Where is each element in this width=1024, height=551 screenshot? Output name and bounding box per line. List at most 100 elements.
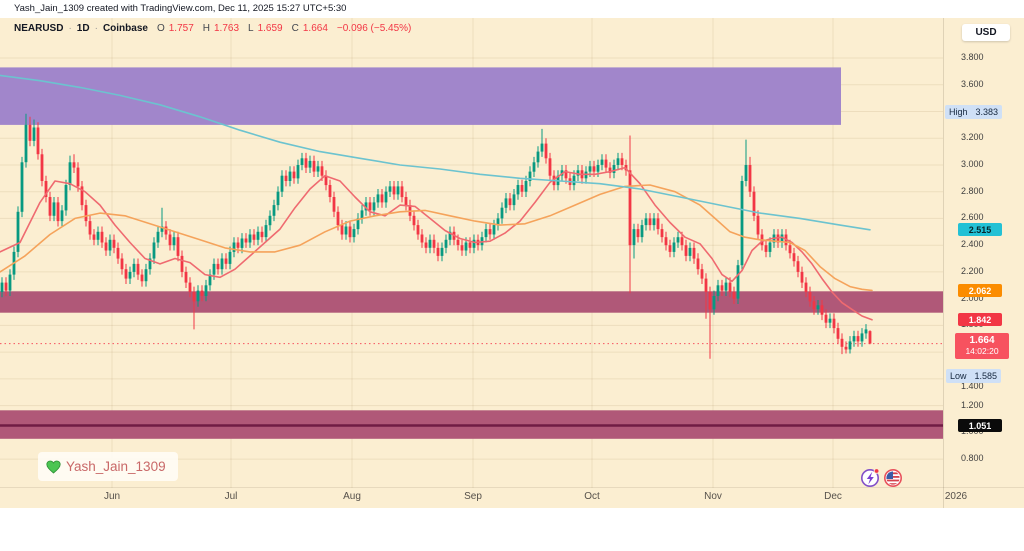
candle-body [700, 269, 704, 279]
exchange-label: Coinbase [102, 23, 148, 34]
candle-body [472, 239, 476, 248]
candle-body [160, 226, 164, 232]
candle-body [868, 331, 872, 344]
candle-body [544, 143, 548, 159]
candle-body [448, 231, 452, 240]
candle-body [796, 261, 800, 272]
last-price-value: 1.664 [969, 335, 995, 346]
candle-body [696, 258, 700, 270]
ma-fast-price-badge: 1.842 [958, 313, 1002, 326]
candle-body [672, 242, 676, 252]
candle-body [120, 258, 124, 270]
candle-body [164, 226, 168, 235]
candle-body [800, 271, 804, 283]
candle-body [836, 328, 840, 339]
close-label: C [291, 23, 299, 34]
candle-body [588, 166, 592, 172]
candle-body [24, 124, 28, 163]
low-price: 1.585 [974, 371, 998, 381]
candle-body [212, 263, 216, 275]
candle-body [736, 265, 740, 299]
candle-body [376, 194, 380, 203]
high-value: 1.763 [214, 23, 240, 34]
candle-body [244, 238, 248, 243]
candle-body [488, 229, 492, 235]
low-value: 1.659 [257, 23, 283, 34]
candle-body [240, 238, 244, 248]
ma-medium-line [0, 184, 873, 292]
candle-body [80, 186, 84, 206]
candle-body [88, 221, 92, 235]
candle-body [96, 231, 100, 240]
candle-body [748, 165, 752, 192]
candle-body [112, 239, 116, 248]
candle-body [68, 162, 72, 185]
ma-slow-line [0, 74, 871, 231]
candle-body [248, 234, 252, 243]
candle-body [4, 282, 8, 291]
candle-body [844, 346, 848, 350]
candle-body [512, 194, 516, 206]
symbol-legend[interactable]: NEARUSD · 1D · Coinbase O 1.757 H 1.763 … [14, 23, 411, 34]
price-axis-border [943, 18, 944, 508]
candle-body [688, 247, 692, 256]
candle-body [492, 225, 496, 235]
price-tick-label: 2.000 [961, 293, 984, 303]
high-price: 3.383 [975, 107, 999, 117]
candle-body [168, 234, 172, 246]
candle-body [56, 202, 60, 222]
resistance-zone-maroon[interactable] [0, 291, 943, 313]
candle-body [680, 237, 684, 246]
ma-slow-price-badge: 2.515 [958, 223, 1002, 236]
candle-body [732, 292, 736, 299]
user-watermark: Yash_Jain_1309 [38, 452, 178, 481]
candle-body [328, 185, 332, 197]
candle-body [72, 162, 76, 168]
candle-body [564, 170, 568, 179]
candle-body [436, 247, 440, 256]
candle-body [176, 237, 180, 256]
candle-body [276, 191, 280, 206]
candle-body [372, 202, 376, 211]
candle-body [64, 185, 68, 211]
candle-body [144, 269, 148, 282]
candle-body [416, 225, 420, 235]
candle-body [616, 158, 620, 165]
candle-body [400, 186, 404, 198]
candle-body [764, 245, 768, 252]
candle-body [308, 160, 312, 168]
supply-zone-purple[interactable] [0, 67, 841, 125]
currency-toggle-button[interactable]: USD [962, 24, 1010, 41]
candle-body [828, 318, 832, 323]
candle-body [728, 282, 732, 292]
low-word: Low [950, 371, 967, 381]
candle-body [100, 231, 104, 243]
flash-events-icon[interactable] [861, 468, 880, 487]
candle-body [32, 127, 36, 141]
interval-label[interactable]: 1D [76, 23, 90, 34]
candle-body [284, 175, 288, 181]
watermark-username: Yash_Jain_1309 [66, 459, 166, 474]
us-economic-events-icon[interactable] [883, 469, 902, 487]
candle-body [220, 258, 224, 270]
candle-body [252, 234, 256, 240]
candle-body [152, 242, 156, 259]
candle-body [404, 197, 408, 205]
candle-body [312, 160, 316, 172]
attribution-text: Yash_Jain_1309 created with TradingView.… [14, 3, 347, 14]
candle-body [792, 253, 796, 262]
open-value: 1.757 [168, 23, 194, 34]
candle-body [620, 158, 624, 165]
candle-body [204, 285, 208, 296]
candle-body [740, 181, 744, 266]
symbol-name[interactable]: NEARUSD [14, 23, 64, 34]
candle-body [44, 181, 48, 197]
candle-body [456, 239, 460, 246]
candle-body [596, 165, 600, 172]
candle-body [300, 158, 304, 165]
candle-body [188, 282, 192, 292]
candle-body [668, 245, 672, 252]
candle-body [832, 318, 836, 329]
candle-body [392, 186, 396, 195]
